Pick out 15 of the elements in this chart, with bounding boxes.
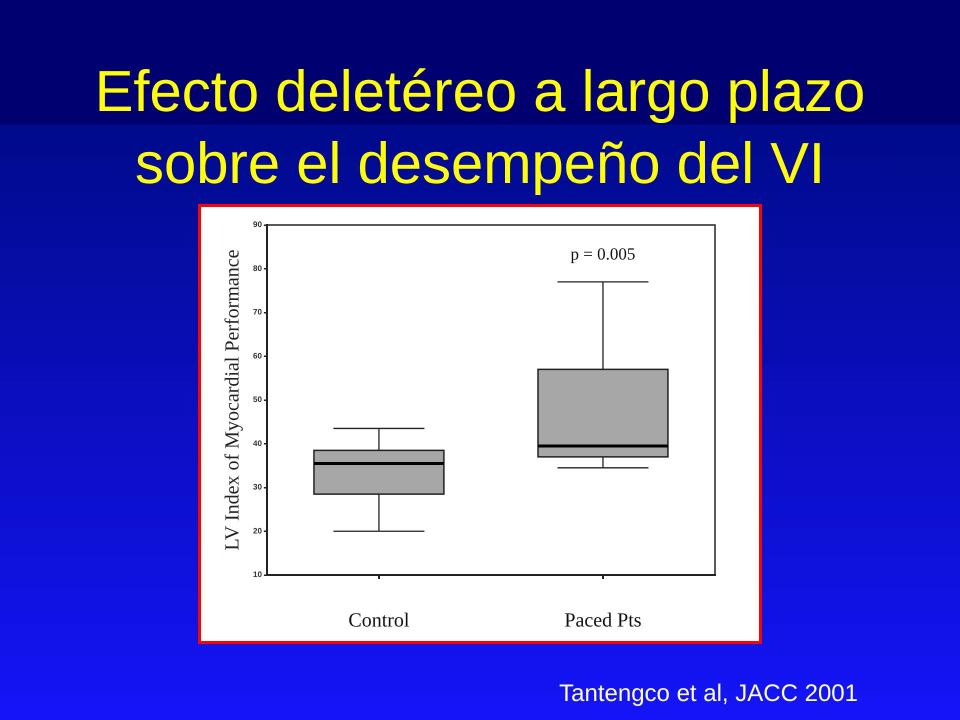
chart-title: Efecto deletéreo a largo plazo sobre el desempeño del VI — [94, 58, 866, 198]
y-tick-label: 20 — [252, 526, 262, 536]
x-tick-label: Paced Pts — [564, 609, 642, 632]
y-tick-label: 80 — [252, 264, 262, 273]
y-tick-label: 30 — [252, 482, 262, 492]
y-tick-label: 90 — [252, 220, 262, 230]
y-tick-label: 10 — [252, 570, 262, 580]
y-tick-label: 70 — [252, 308, 262, 317]
annotation: p = 0.005 — [570, 244, 636, 264]
y-tick-label: 60 — [252, 351, 262, 360]
text: Tantengco et al, JACC 2001 — [559, 680, 858, 708]
y-tick-label: 40 — [252, 438, 262, 448]
y-axis-title: LV Index of Myocardial Performance — [221, 249, 244, 551]
y-tick-label: 50 — [252, 395, 262, 404]
x-tick-label: Control — [348, 609, 410, 632]
